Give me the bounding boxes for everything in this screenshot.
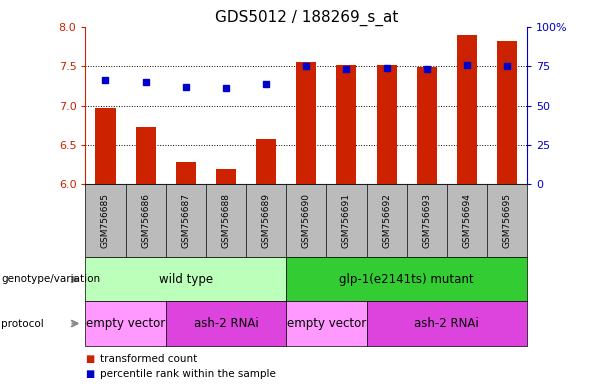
Text: GSM756693: GSM756693 [422,193,431,248]
Bar [296,62,316,184]
Text: transformed count: transformed count [100,354,197,364]
Text: ash-2 RNAi: ash-2 RNAi [415,317,479,330]
Text: GSM756694: GSM756694 [462,194,471,248]
Bar [95,108,115,184]
Text: glp-1(e2141ts) mutant: glp-1(e2141ts) mutant [339,273,474,286]
Bar [336,65,356,184]
Bar [176,162,196,184]
Text: protocol: protocol [1,318,44,329]
Text: GSM756690: GSM756690 [302,193,311,248]
Text: genotype/variation: genotype/variation [1,274,100,285]
Text: GSM756685: GSM756685 [101,193,110,248]
Text: empty vector: empty vector [86,317,165,330]
Text: GSM756687: GSM756687 [181,193,190,248]
Bar [216,169,236,184]
Text: empty vector: empty vector [287,317,366,330]
Bar [135,127,155,184]
Bar [417,67,437,184]
Bar [497,41,517,184]
Text: ■: ■ [85,369,95,379]
Text: GSM756688: GSM756688 [221,193,230,248]
Text: GSM756692: GSM756692 [382,194,391,248]
Text: GSM756691: GSM756691 [342,193,351,248]
Bar [256,139,276,184]
Text: wild type: wild type [159,273,213,286]
Text: GSM756686: GSM756686 [141,193,150,248]
Text: GSM756689: GSM756689 [262,193,270,248]
Text: GSM756695: GSM756695 [502,193,512,248]
Bar [376,65,396,184]
Text: ■: ■ [85,354,95,364]
Text: percentile rank within the sample: percentile rank within the sample [100,369,276,379]
Bar [457,35,477,184]
Title: GDS5012 / 188269_s_at: GDS5012 / 188269_s_at [214,9,398,25]
Text: ash-2 RNAi: ash-2 RNAi [194,317,259,330]
